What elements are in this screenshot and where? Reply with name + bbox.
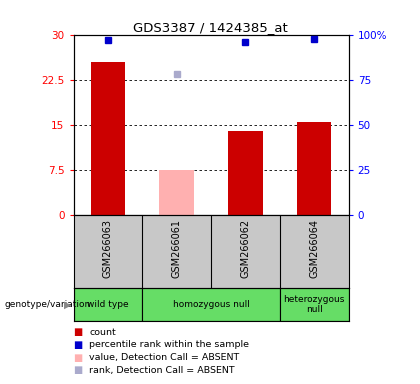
Bar <box>228 131 262 215</box>
Text: ▶: ▶ <box>64 300 72 310</box>
Text: GSM266064: GSM266064 <box>309 219 319 278</box>
Text: homozygous null: homozygous null <box>173 300 249 309</box>
Bar <box>297 122 331 215</box>
Text: ■: ■ <box>74 365 83 375</box>
Text: GDS3387 / 1424385_at: GDS3387 / 1424385_at <box>133 21 287 34</box>
Text: GSM266062: GSM266062 <box>240 219 250 278</box>
Text: percentile rank within the sample: percentile rank within the sample <box>89 340 249 349</box>
Bar <box>160 170 194 215</box>
Text: wild type: wild type <box>87 300 129 309</box>
Text: ■: ■ <box>74 353 83 362</box>
Bar <box>280 288 349 321</box>
Text: heterozygous
null: heterozygous null <box>284 295 345 314</box>
Text: GSM266063: GSM266063 <box>103 219 113 278</box>
Text: value, Detection Call = ABSENT: value, Detection Call = ABSENT <box>89 353 240 362</box>
Bar <box>74 288 142 321</box>
Text: rank, Detection Call = ABSENT: rank, Detection Call = ABSENT <box>89 366 235 375</box>
Text: genotype/variation: genotype/variation <box>4 300 90 309</box>
Text: ■: ■ <box>74 340 83 350</box>
Bar <box>142 288 280 321</box>
Text: GSM266061: GSM266061 <box>172 219 182 278</box>
Bar <box>91 62 125 215</box>
Text: count: count <box>89 328 116 337</box>
Text: ■: ■ <box>74 327 83 337</box>
